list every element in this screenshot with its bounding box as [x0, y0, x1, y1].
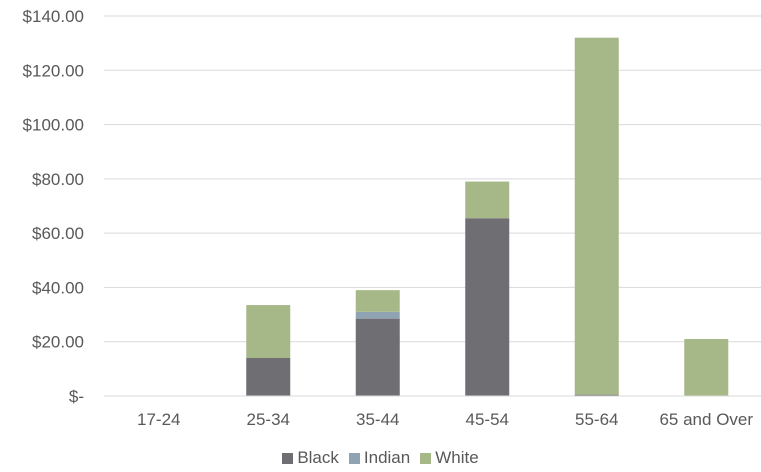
bar-segment-indian-35-44 — [355, 311, 400, 319]
y-tick-label: $- — [69, 387, 84, 406]
bar-segment-black-25-34 — [246, 358, 291, 396]
x-tick-label: 25-34 — [247, 410, 290, 429]
bar-segment-white-45-54 — [465, 181, 510, 219]
bar-segment-white-55-64 — [574, 37, 619, 395]
bars — [246, 37, 729, 396]
y-tick-label: $20.00 — [32, 333, 84, 352]
x-tick-label: 65 and Over — [659, 410, 753, 429]
legend-item-white: White — [420, 448, 479, 468]
y-tick-label: $100.00 — [23, 116, 84, 135]
y-tick-label: $120.00 — [23, 61, 84, 80]
y-tick-label: $80.00 — [32, 170, 84, 189]
x-tick-label: 45-54 — [466, 410, 509, 429]
legend: Black Indian White — [0, 448, 761, 468]
bar-segment-white-35-44 — [355, 290, 400, 312]
legend-item-black: Black — [282, 448, 339, 468]
gridlines — [104, 15, 761, 343]
legend-label-black: Black — [297, 448, 339, 467]
legend-swatch-white — [420, 452, 432, 464]
legend-swatch-black — [282, 452, 294, 464]
x-tick-label: 17-24 — [137, 410, 180, 429]
bar-segment-black-35-44 — [355, 318, 400, 396]
y-tick-label: $140.00 — [23, 7, 84, 26]
legend-label-white: White — [435, 448, 479, 467]
legend-swatch-indian — [348, 452, 360, 464]
bar-segment-white-25-34 — [246, 305, 291, 358]
bar-segment-black-55-64 — [574, 394, 619, 396]
bar-segment-white-65-and-over — [684, 339, 729, 396]
x-tick-label: 55-64 — [575, 410, 618, 429]
y-axis-tick-labels: $- $20.00 $40.00 $60.00 $80.00 $100.00 $120.00… — [23, 7, 84, 406]
x-tick-label: 35-44 — [356, 410, 399, 429]
y-tick-label: $60.00 — [32, 224, 84, 243]
legend-item-indian: Indian — [348, 448, 411, 468]
stacked-bar-chart: $- $20.00 $40.00 $60.00 $80.00 $100.00 $120.00… — [23, 7, 761, 429]
y-tick-label: $40.00 — [32, 278, 84, 297]
x-axis-tick-labels: 17-24 25-34 35-44 45-54 55-64 65 and Over — [137, 410, 753, 429]
bar-segment-black-45-54 — [465, 218, 510, 396]
legend-label-indian: Indian — [363, 448, 411, 467]
